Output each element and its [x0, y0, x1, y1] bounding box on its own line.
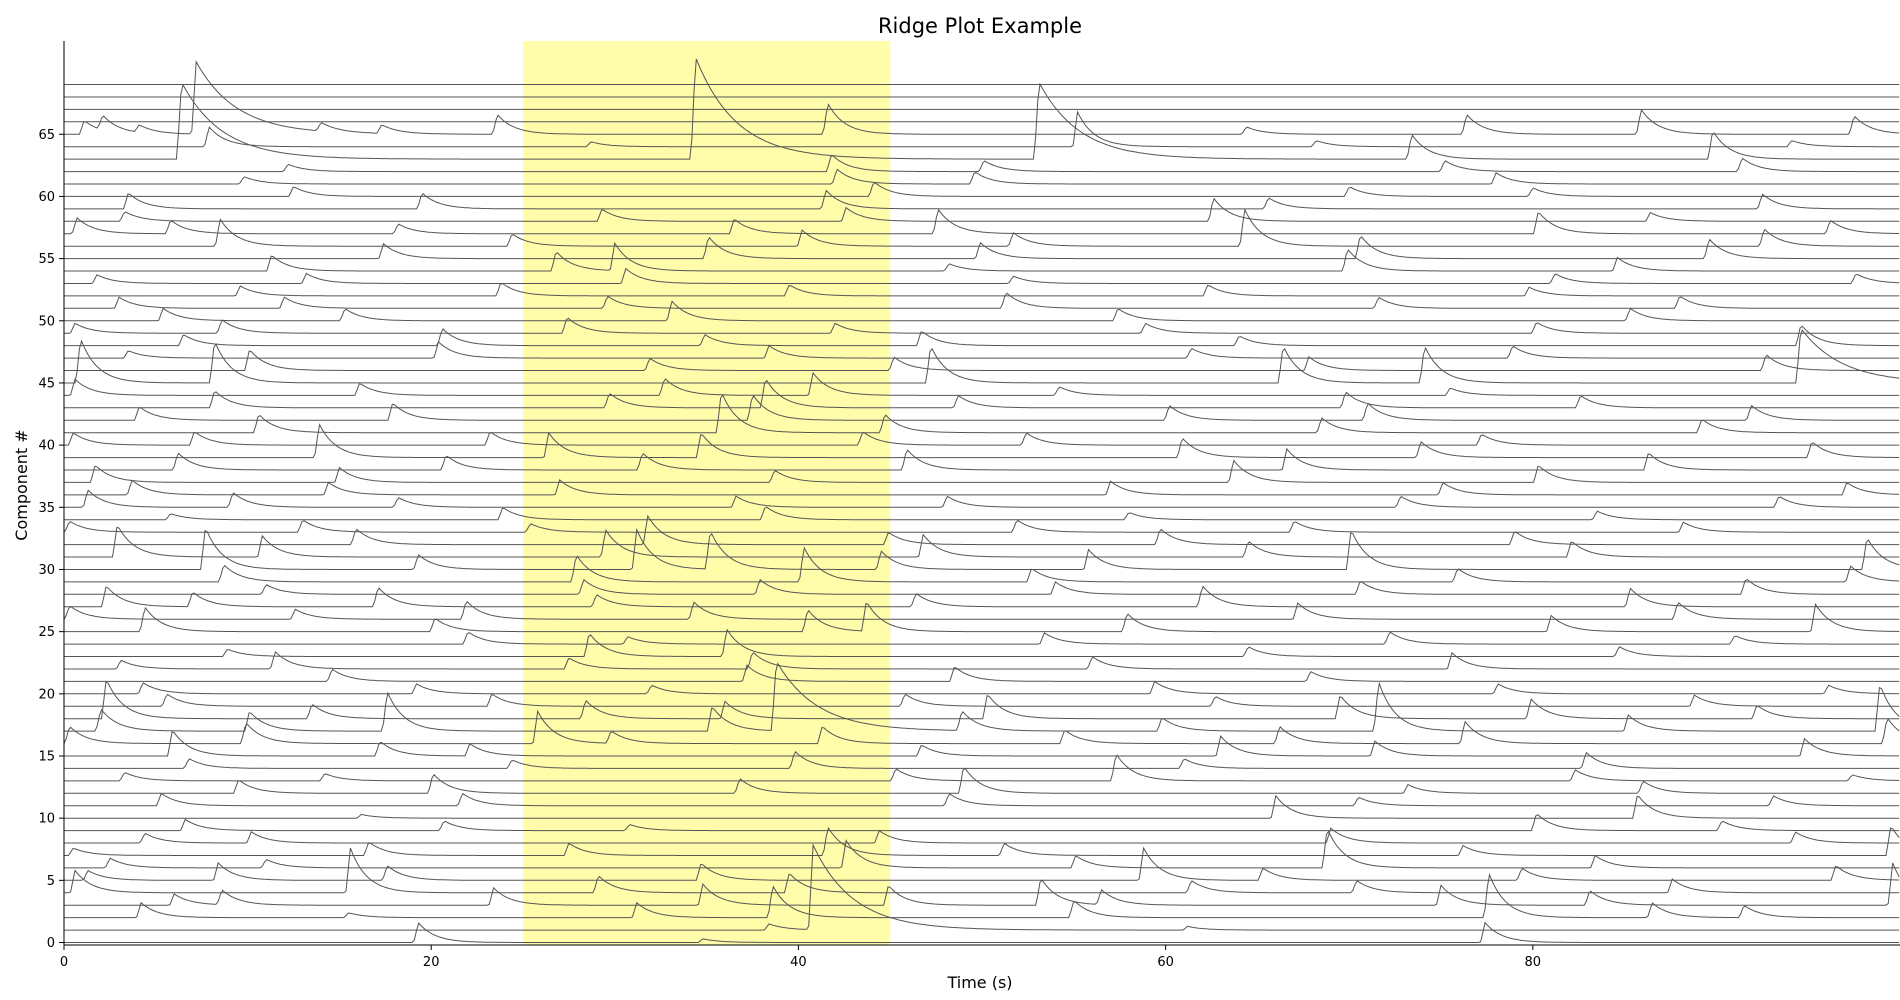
- component-trace-11: [64, 792, 1900, 807]
- component-trace-12: [64, 767, 1900, 794]
- axes: 0 20 40 60 80 0 5 10 15 20 25 30 35 40 45 50 55 60 65: [38, 41, 1900, 970]
- component-trace-57: [64, 208, 1900, 235]
- component-trace-41: [64, 394, 1900, 434]
- component-trace-59: [64, 189, 1900, 210]
- component-trace-7: [64, 826, 1900, 856]
- component-trace-65: [64, 60, 1900, 135]
- component-trace-36: [64, 479, 1900, 496]
- component-trace-30: [64, 527, 1900, 570]
- component-trace-25: [64, 602, 1900, 633]
- component-trace-3: [64, 862, 1900, 906]
- component-trace-51: [64, 292, 1900, 309]
- component-trace-18: [64, 681, 1900, 720]
- component-trace-60: [64, 181, 1900, 197]
- y-axis-label: Component #: [12, 429, 31, 540]
- component-trace-29: [64, 546, 1900, 583]
- component-trace-28: [64, 578, 1900, 595]
- component-trace-16: [63, 709, 1900, 745]
- component-trace-53: [64, 267, 1900, 284]
- component-trace-5: [64, 846, 1900, 881]
- component-trace-49: [64, 317, 1900, 334]
- component-trace-44: [64, 371, 1900, 396]
- component-trace-33: [63, 519, 1900, 533]
- component-trace-58: [64, 197, 1900, 222]
- y-tick-label: 60: [38, 190, 55, 205]
- y-tick-label: 0: [47, 936, 55, 951]
- y-tick-label: 50: [38, 314, 55, 329]
- y-tick-label: 20: [38, 687, 55, 702]
- component-trace-61: [64, 168, 1900, 185]
- component-trace-46: [64, 350, 1900, 371]
- component-trace-26: [63, 601, 1900, 620]
- component-trace-19: [64, 693, 1900, 707]
- component-trace-47: [64, 340, 1900, 359]
- y-tick-label: 25: [38, 625, 55, 640]
- y-tick-label: 30: [38, 563, 55, 578]
- component-trace-1: [64, 843, 1900, 931]
- component-trace-64: [64, 110, 1900, 148]
- component-trace-52: [64, 282, 1900, 297]
- y-tick-label: 65: [38, 128, 55, 143]
- component-trace-62: [64, 154, 1900, 173]
- x-axis-label: Time (s): [946, 973, 1012, 992]
- component-traces: [63, 58, 1900, 943]
- component-trace-32: [64, 514, 1900, 546]
- component-trace-45: [64, 329, 1900, 384]
- component-trace-4: [64, 847, 1900, 894]
- component-trace-22: [64, 650, 1900, 670]
- component-trace-10: [64, 794, 1900, 819]
- component-trace-31: [64, 526, 1900, 558]
- component-trace-23: [64, 628, 1900, 657]
- component-trace-63: [64, 58, 1900, 160]
- component-trace-2: [64, 873, 1900, 919]
- x-tick-label: 20: [423, 955, 440, 970]
- x-tick-label: 60: [1157, 955, 1174, 970]
- component-trace-8: [64, 827, 1900, 844]
- component-trace-6: [64, 830, 1900, 869]
- component-trace-13: [64, 754, 1900, 782]
- component-trace-43: [64, 379, 1900, 409]
- component-trace-21: [64, 664, 1900, 682]
- component-trace-24: [64, 631, 1900, 645]
- component-trace-35: [64, 489, 1900, 508]
- y-tick-label: 55: [38, 252, 55, 267]
- component-trace-55: [64, 236, 1900, 260]
- component-trace-34: [64, 506, 1900, 521]
- y-tick-label: 35: [38, 501, 55, 516]
- component-trace-42: [64, 394, 1900, 421]
- component-trace-17: [64, 662, 1900, 732]
- highlight-region: [523, 41, 891, 945]
- component-trace-48: [64, 325, 1900, 347]
- component-trace-27: [64, 585, 1900, 608]
- y-tick-label: 10: [38, 812, 55, 827]
- y-tick-label: 40: [38, 439, 55, 454]
- component-trace-38: [64, 447, 1900, 471]
- component-trace-40: [64, 431, 1900, 446]
- y-tick-label: 45: [38, 376, 55, 391]
- y-tick-label: 15: [38, 749, 55, 764]
- component-trace-9: [64, 814, 1900, 832]
- x-tick-label: 0: [60, 955, 68, 970]
- component-trace-56: [64, 208, 1900, 247]
- x-tick-label: 40: [790, 955, 807, 970]
- component-trace-50: [64, 300, 1900, 322]
- component-trace-20: [64, 680, 1900, 695]
- component-trace-54: [64, 241, 1900, 272]
- component-trace-15: [64, 731, 1900, 757]
- x-tick-label: 80: [1525, 955, 1542, 970]
- component-trace-39: [64, 423, 1900, 459]
- component-trace-37: [64, 459, 1900, 483]
- chart-title: Ridge Plot Example: [878, 14, 1082, 38]
- component-trace-14: [64, 750, 1900, 769]
- y-tick-label: 5: [47, 874, 55, 889]
- component-trace-0: [64, 921, 1900, 943]
